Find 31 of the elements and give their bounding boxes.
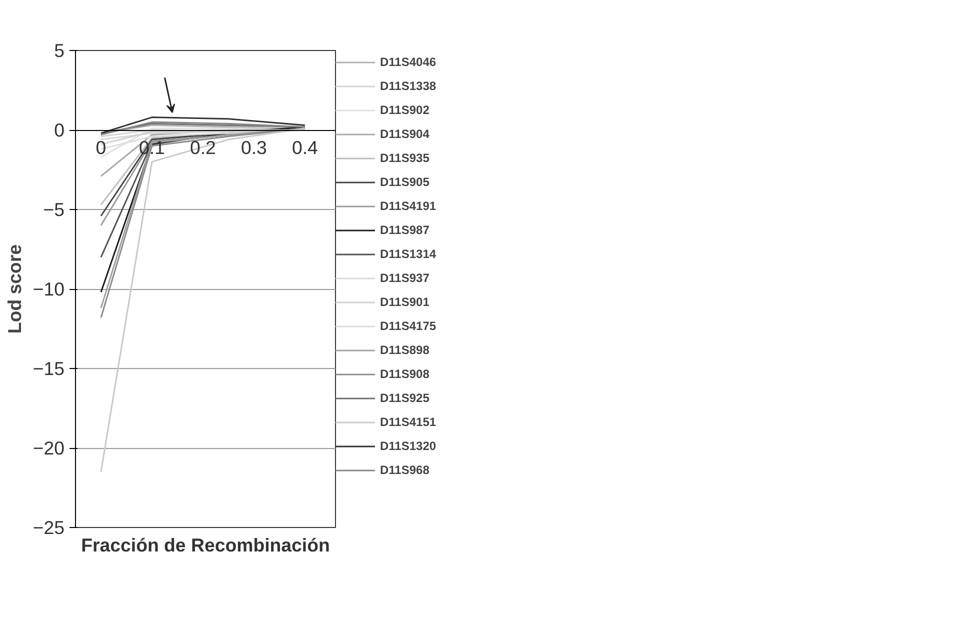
x-tick-label: 0.3: [240, 137, 267, 158]
legend-label: D11S1320: [380, 438, 438, 455]
legend-label: D11S901: [380, 294, 430, 311]
x-axis-title: Fracción de Recombinación: [81, 534, 330, 556]
legend-label: D11S937: [380, 270, 430, 287]
y-tick-label: −10: [32, 278, 65, 300]
y-tick-label: −20: [32, 438, 65, 458]
legend-label: D11S905: [380, 174, 430, 191]
x-tick-label: 0.4: [292, 137, 318, 158]
legend-label: D11S898: [380, 342, 430, 359]
y-tick-label: 5: [54, 40, 65, 61]
legend-label: D11S902: [380, 102, 430, 119]
legend-label: D11S968: [380, 462, 430, 479]
y-tick-label: −25: [32, 517, 65, 538]
legend-label: D11S904: [380, 126, 430, 143]
x-tick-label: 0.2: [190, 137, 216, 158]
legend-label: D11S4151: [380, 414, 438, 431]
y-tick-label: 0: [54, 120, 65, 140]
legend-label: D11S4191: [380, 198, 438, 215]
legend-label: D11S1338: [380, 78, 438, 95]
legend-label: D11S4175: [380, 318, 438, 335]
y-tick-label: −5: [43, 199, 65, 220]
legend-label: D11S935: [380, 150, 430, 167]
legend-label: D11S4046: [380, 54, 438, 71]
y-axis-title: Lod score: [4, 244, 25, 334]
legend-label: D11S987: [380, 222, 430, 239]
legend-label: D11S1314: [380, 246, 438, 263]
y-tick-label: −15: [32, 358, 65, 379]
legend-label: D11S925: [380, 390, 430, 407]
x-tick-label: 0: [96, 137, 106, 158]
legend-label: D11S908: [380, 366, 430, 383]
